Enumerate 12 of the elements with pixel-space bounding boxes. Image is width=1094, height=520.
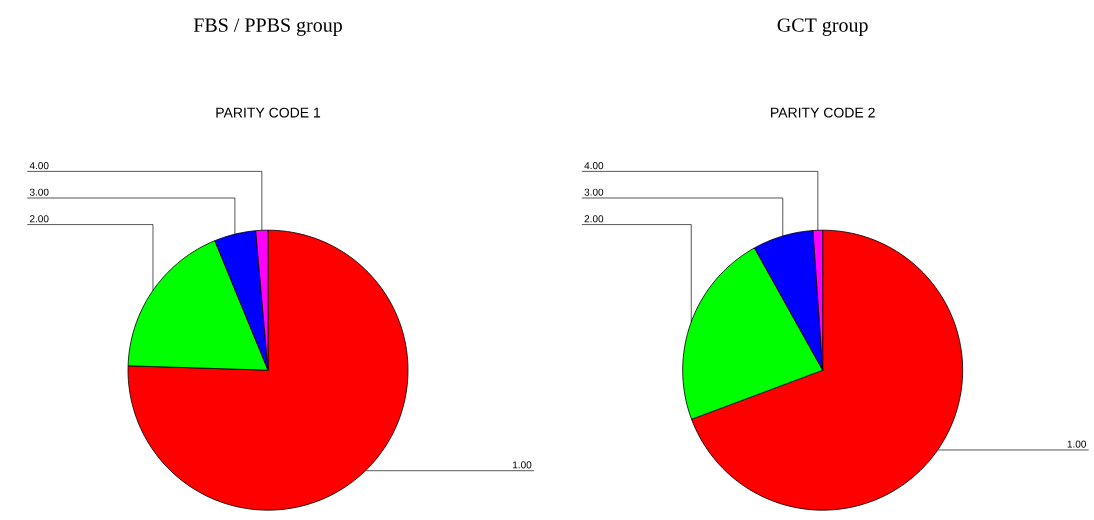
slice-label: 3.00 [584,188,604,196]
slice-label: 2.00 [584,215,604,223]
chart-title: GCT group [777,18,868,36]
chart-subtitle: PARITY CODE 2 [771,107,875,118]
slice-label: 4.00 [584,162,604,170]
chart-subtitle: PARITY CODE 1 [216,107,321,118]
slice-label: 1.00 [513,461,532,469]
chart-title: FBS / PPBS group [193,18,342,36]
slice-label: 2.00 [29,215,49,223]
slice-label: 1.00 [1067,440,1087,448]
slice-label: 3.00 [29,188,49,196]
slice-label: 4.00 [29,162,49,170]
